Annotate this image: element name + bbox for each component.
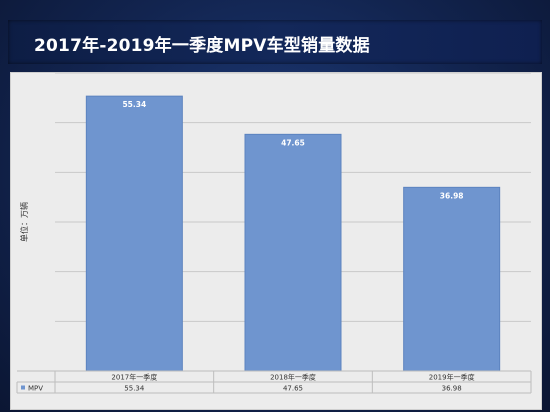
bar-chart: 55.34 47.65 36.98 单位：万辆 2017年一季度 55.34 2018年… bbox=[16, 73, 532, 394]
tick-label: 2017年一季度 bbox=[111, 373, 157, 382]
data-label: 36.98 bbox=[440, 191, 464, 200]
y-axis-label: 单位：万辆 bbox=[19, 202, 29, 242]
bar bbox=[244, 133, 342, 372]
tick-label: 2018年一季度 bbox=[270, 373, 316, 382]
table-value: 47.65 bbox=[283, 385, 303, 393]
table-value: 55.34 bbox=[124, 385, 145, 393]
tick-label: 2019年一季度 bbox=[429, 373, 475, 382]
data-label: 47.65 bbox=[281, 138, 305, 147]
data-table: 2017年一季度 55.34 2018年一季度 47.65 2019年一季度 36.98 M… bbox=[16, 370, 532, 394]
data-label: 55.34 bbox=[122, 100, 146, 109]
page-title: 2017年-2019年一季度MPV车型销量数据 bbox=[34, 36, 370, 56]
bar bbox=[85, 95, 183, 372]
bars bbox=[85, 95, 501, 372]
title-bar: 2017年-2019年一季度MPV车型销量数据 bbox=[8, 20, 542, 64]
table-value: 36.98 bbox=[442, 385, 462, 393]
legend-swatch bbox=[21, 385, 25, 390]
legend-label: MPV bbox=[28, 385, 43, 393]
bar bbox=[403, 186, 501, 372]
chart-panel: 55.34 47.65 36.98 单位：万辆 2017年一季度 55.34 2018年… bbox=[10, 72, 542, 410]
data-labels: 55.34 47.65 36.98 bbox=[122, 100, 463, 200]
